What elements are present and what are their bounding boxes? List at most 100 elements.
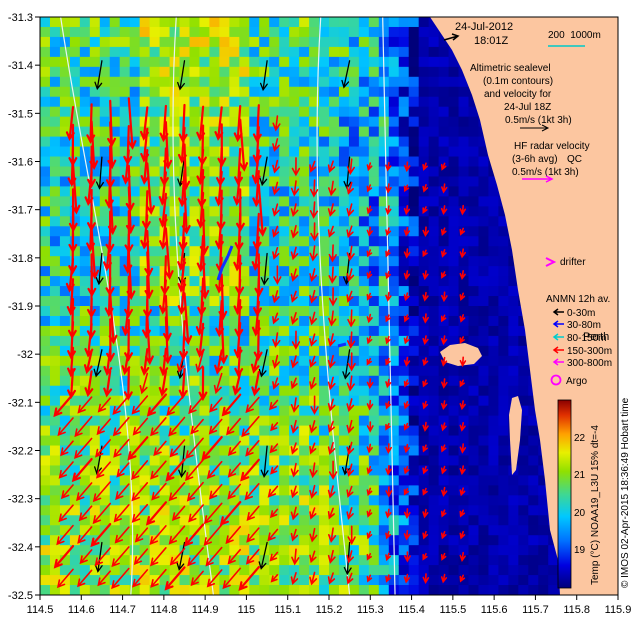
sst-cell — [59, 455, 71, 466]
sst-cell — [269, 176, 280, 187]
sst-cell — [438, 555, 450, 566]
sst-cell — [508, 555, 519, 566]
sst-cell — [358, 166, 370, 177]
sst-cell — [40, 335, 51, 347]
sst-cell — [139, 505, 151, 516]
sst-cell — [438, 525, 450, 536]
sst-cell — [169, 495, 181, 506]
sst-cell — [119, 116, 131, 128]
hf-velocity-arrow — [113, 438, 130, 458]
sst-cell — [109, 296, 121, 307]
hf-velocity-arrow — [272, 290, 280, 304]
sst-cell — [348, 355, 360, 367]
sst-cell — [358, 56, 370, 68]
sst-cell — [488, 335, 499, 347]
sst-cell — [129, 116, 141, 128]
sst-cell — [368, 186, 380, 197]
hf-velocity-arrow — [346, 441, 355, 456]
sst-cell — [299, 355, 310, 367]
sst-cell — [69, 256, 81, 267]
sst-cell — [199, 126, 210, 138]
sst-cell — [508, 296, 519, 307]
sst-cell — [388, 286, 400, 297]
sst-cell — [289, 415, 300, 427]
sst-cell — [438, 455, 450, 466]
sst-cell — [149, 216, 161, 227]
sst-cell — [319, 86, 330, 98]
sst-cell — [179, 26, 190, 38]
sst-cell — [149, 286, 161, 297]
sst-cell — [219, 266, 230, 277]
sst-cell — [89, 276, 101, 287]
sst-cell — [179, 136, 190, 148]
hf-velocity-arrow — [366, 162, 373, 172]
sst-cell — [249, 216, 260, 227]
sst-cell — [319, 565, 330, 576]
sst-cell — [498, 555, 509, 566]
hf-velocity-arrow — [188, 504, 204, 523]
sst-cell — [79, 315, 91, 327]
sst-cell — [239, 475, 250, 486]
sst-cell — [109, 46, 121, 58]
sst-cell — [119, 186, 131, 197]
sst-cell — [319, 395, 330, 407]
sst-cell — [329, 545, 340, 556]
sst-cell — [368, 46, 380, 58]
sst-cell — [398, 475, 410, 486]
sst-cell — [149, 236, 161, 247]
sst-cell — [388, 575, 400, 586]
sst-cell — [448, 425, 460, 437]
sst-cell — [119, 375, 131, 387]
sst-cell — [129, 96, 141, 108]
sst-cell — [199, 475, 210, 486]
sst-cell — [149, 26, 161, 38]
sst-cell — [468, 226, 479, 237]
sst-cell — [159, 335, 171, 347]
sst-cell — [189, 176, 200, 187]
sst-cell — [279, 435, 290, 447]
sst-cell — [418, 266, 430, 277]
sst-cell — [139, 585, 151, 595]
sst-cell — [109, 385, 121, 397]
sst-cell — [249, 585, 260, 595]
sst-cell — [319, 46, 330, 58]
hf-legend-line: HF radar velocity — [514, 141, 590, 152]
sst-cell — [229, 36, 240, 48]
sst-cell — [368, 156, 380, 167]
sst-cell — [478, 515, 489, 526]
sst-cell — [329, 565, 340, 576]
sst-cell — [348, 565, 360, 576]
sst-cell — [458, 455, 470, 466]
sst-cell — [408, 186, 420, 197]
sst-cell — [119, 575, 131, 586]
sst-cell — [269, 236, 280, 247]
sst-cell — [508, 266, 519, 277]
scale-bar-label: 200 1000m — [548, 30, 601, 41]
sst-cell — [368, 315, 380, 327]
sst-cell — [79, 345, 91, 357]
sst-cell — [249, 355, 260, 367]
sst-cell — [408, 256, 420, 267]
sst-cell — [279, 66, 290, 78]
hf-velocity-arrow — [422, 335, 429, 346]
sst-cell — [458, 425, 470, 437]
sst-cell — [279, 355, 290, 367]
sst-cell — [428, 186, 440, 197]
sst-cell — [368, 435, 380, 447]
sst-cell — [378, 445, 390, 456]
sst-cell — [309, 276, 320, 287]
sst-cell — [69, 415, 81, 427]
sst-cell — [388, 226, 400, 237]
sst-cell — [468, 186, 479, 197]
sst-cell — [89, 505, 101, 516]
sst-cell — [269, 206, 280, 217]
hf-velocity-arrow — [440, 356, 448, 367]
sst-cell — [299, 196, 310, 207]
sst-cell — [528, 415, 539, 427]
sst-cell — [368, 465, 380, 476]
sst-cell — [358, 236, 370, 247]
sst-cell — [488, 475, 499, 486]
hf-velocity-arrow — [269, 551, 279, 562]
sst-cell — [329, 405, 340, 417]
hf-velocity-arrow — [96, 461, 111, 479]
